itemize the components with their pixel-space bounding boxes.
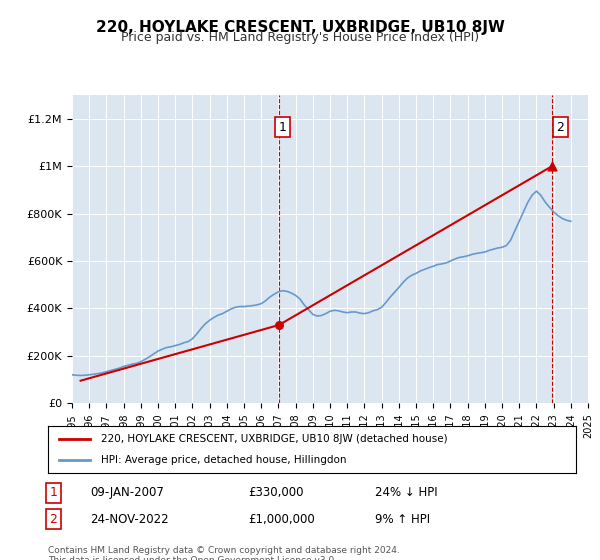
Text: 24-NOV-2022: 24-NOV-2022 <box>90 512 169 526</box>
Point <box>274 320 284 329</box>
Text: 9% ↑ HPI: 9% ↑ HPI <box>376 512 430 526</box>
Text: Contains HM Land Registry data © Crown copyright and database right 2024.
This d: Contains HM Land Registry data © Crown c… <box>48 546 400 560</box>
Text: 220, HOYLAKE CRESCENT, UXBRIDGE, UB10 8JW (detached house): 220, HOYLAKE CRESCENT, UXBRIDGE, UB10 8J… <box>101 434 448 444</box>
Text: 1: 1 <box>49 486 57 500</box>
Text: 09-JAN-2007: 09-JAN-2007 <box>90 486 164 500</box>
Text: 2: 2 <box>557 121 565 134</box>
Text: 1: 1 <box>278 121 286 134</box>
Text: £1,000,000: £1,000,000 <box>248 512 316 526</box>
Text: 24% ↓ HPI: 24% ↓ HPI <box>376 486 438 500</box>
Text: Price paid vs. HM Land Registry's House Price Index (HPI): Price paid vs. HM Land Registry's House … <box>121 31 479 44</box>
Text: £330,000: £330,000 <box>248 486 304 500</box>
Text: 220, HOYLAKE CRESCENT, UXBRIDGE, UB10 8JW: 220, HOYLAKE CRESCENT, UXBRIDGE, UB10 8J… <box>95 20 505 35</box>
Point <box>547 162 557 171</box>
Text: HPI: Average price, detached house, Hillingdon: HPI: Average price, detached house, Hill… <box>101 455 346 465</box>
Text: 2: 2 <box>49 512 57 526</box>
